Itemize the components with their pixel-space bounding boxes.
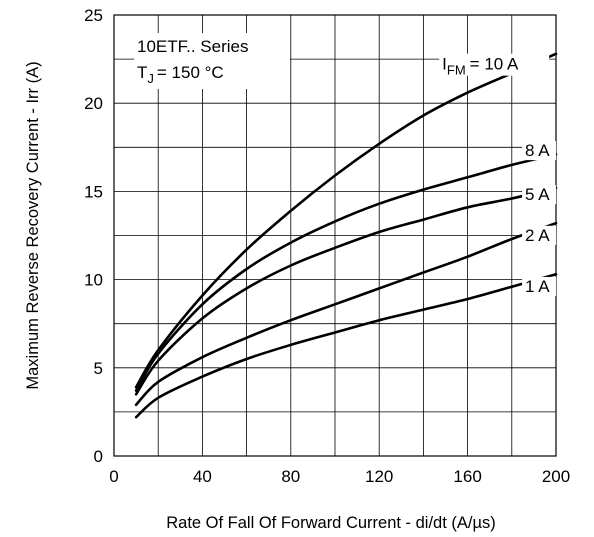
y-tick-label: 0 xyxy=(94,447,103,466)
series-line-1a xyxy=(134,273,558,419)
x-tick-label: 160 xyxy=(453,467,481,486)
y-tick-label: 15 xyxy=(84,182,103,201)
series-line-8a xyxy=(134,153,558,392)
series-label-value: = 10 A xyxy=(470,55,519,74)
series-line-2a xyxy=(134,221,558,407)
y-tick-label: 20 xyxy=(84,94,103,113)
series: IFM = 10 A 8 A 5 A 2 A 1 A xyxy=(134,52,558,419)
annotation-background xyxy=(134,33,290,89)
grid xyxy=(114,15,556,456)
y-axis-label: Maximum Reverse Recovery Current - Irr (… xyxy=(24,61,42,389)
temp-value: = 150 °C xyxy=(157,63,224,82)
series-label-background xyxy=(522,225,557,245)
x-tick-label: 40 xyxy=(193,467,212,486)
temp-prefix: T xyxy=(137,63,147,82)
y-tick-label: 10 xyxy=(84,271,103,290)
series-label-prefix: I xyxy=(442,55,447,74)
x-tick-label: 120 xyxy=(365,467,393,486)
series-label: IFM = 10 A xyxy=(442,55,519,78)
series-label-background xyxy=(522,276,557,296)
annotation-box: 10ETF.. Series TJ = 150 °C xyxy=(134,33,290,89)
x-tick-label: 0 xyxy=(109,467,118,486)
series-line-5a xyxy=(134,186,558,396)
series-label-subscript: FM xyxy=(447,63,466,78)
y-tick-label: 25 xyxy=(84,6,103,25)
series-label-background xyxy=(522,141,557,161)
series-label: 1 A xyxy=(525,277,550,296)
series-label-background xyxy=(522,185,557,205)
y-tick-label: 5 xyxy=(94,359,103,378)
series-label: 5 A xyxy=(525,185,550,204)
x-tick-label: 80 xyxy=(281,467,300,486)
series-label: 2 A xyxy=(525,226,550,245)
series-line-10a xyxy=(134,52,558,389)
temperature-annotation: TJ = 150 °C xyxy=(137,63,224,86)
x-axis-label: Rate Of Fall Of Forward Current - di/dt … xyxy=(166,514,496,532)
series-name-annotation: 10ETF.. Series xyxy=(137,37,249,56)
temp-subscript: J xyxy=(147,71,154,86)
series-label: 8 A xyxy=(525,141,550,160)
series-label-background xyxy=(439,53,550,76)
tick-labels: 0 40 80 120 160 200 0 5 10 15 20 25 xyxy=(84,6,570,486)
x-tick-label: 200 xyxy=(542,467,570,486)
